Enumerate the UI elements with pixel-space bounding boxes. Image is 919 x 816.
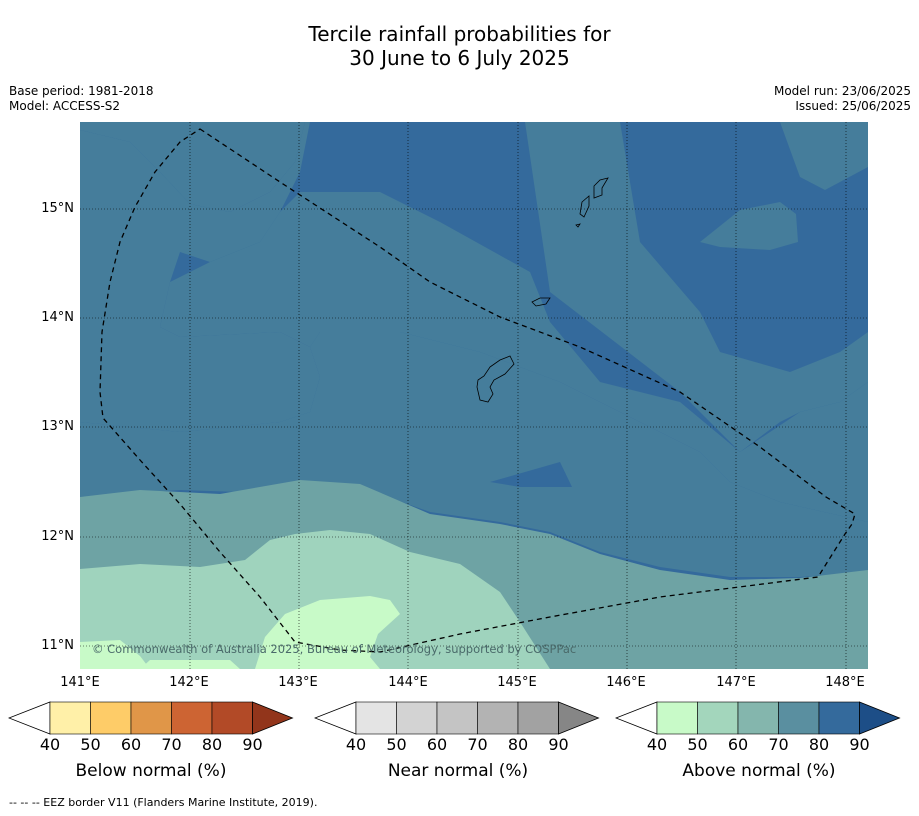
meta-left: Base period: 1981-2018 Model: ACCESS-S2	[9, 84, 154, 114]
colorbar-segment	[818, 701, 860, 735]
zone-above-70-north	[80, 122, 305, 212]
colorbar-tick-label: 90	[849, 735, 870, 754]
probability-map: © Commonwealth of Australia 2025, Bureau…	[80, 122, 868, 669]
lon-label-142e: 142°E	[169, 675, 209, 690]
colorbar-above-normal	[615, 701, 901, 735]
colorbar-segment	[171, 701, 213, 735]
lon-label-148e: 148°E	[825, 675, 865, 690]
colorbar-segment	[517, 701, 559, 735]
colorbar-segment	[396, 701, 438, 735]
colorbar-extend-high	[859, 701, 901, 735]
island-rota	[531, 297, 551, 307]
colorbar-title-below: Below normal (%)	[75, 761, 227, 781]
zone-above-40-south2	[140, 660, 240, 669]
lon-label-145e: 145°E	[497, 675, 537, 690]
colorbar-segment	[355, 701, 397, 735]
islands	[476, 177, 609, 403]
colorbar-extend-high	[252, 701, 294, 735]
colorbar-tick-label: 40	[39, 735, 61, 754]
meta-right: Model run: 23/06/2025 Issued: 25/06/2025	[774, 84, 911, 114]
colorbar-tick-label: 60	[426, 735, 448, 754]
copyright-notice: © Commonwealth of Australia 2025, Bureau…	[92, 642, 576, 656]
colorbar-extend-low	[314, 701, 357, 735]
colorbar-segment	[697, 701, 739, 735]
colorbar-segment	[436, 701, 478, 735]
colorbar-segment	[211, 701, 253, 735]
title-line-1: Tercile rainfall probabilities for	[308, 22, 611, 46]
title-line-2: 30 June to 6 July 2025	[349, 46, 570, 70]
colorbar-tick-label: 70	[768, 735, 789, 754]
colorbar-tick-label: 50	[80, 735, 101, 754]
colorbar-title-above: Above normal (%)	[682, 761, 836, 781]
model-name: Model: ACCESS-S2	[9, 99, 121, 113]
lat-label-13n: 13°N	[41, 419, 74, 434]
zone-above-70-east-top	[525, 122, 868, 452]
colorbar-tick-label: 60	[120, 735, 142, 754]
colorbar-below-normal	[8, 701, 294, 735]
colorbar-segment	[90, 701, 132, 735]
lat-label-14n: 14°N	[41, 310, 74, 325]
island-aguijan	[575, 223, 581, 228]
colorbar-extend-low	[8, 701, 51, 735]
colorbar-tick-label: 60	[727, 735, 749, 754]
colorbar-tick-label: 50	[386, 735, 407, 754]
map-title: Tercile rainfall probabilities for 30 Ju…	[0, 22, 919, 70]
colorbar-segment	[737, 701, 779, 735]
base-period: Base period: 1981-2018	[9, 84, 154, 98]
lon-label-147e: 147°E	[716, 675, 756, 690]
lat-label-12n: 12°N	[41, 529, 74, 544]
eez-footnote: -- -- -- EEZ border V11 (Flanders Marine…	[9, 796, 318, 809]
colorbar-near-normal	[314, 701, 600, 735]
zone-above-70-central	[160, 192, 868, 522]
colorbar-tick-label: 50	[687, 735, 708, 754]
lat-label-11n: 11°N	[41, 638, 74, 653]
zone-above-70-main	[80, 122, 320, 432]
colorbar-segment	[49, 701, 91, 735]
colorbar-tick-label: 80	[808, 735, 830, 754]
lon-label-141e: 141°E	[60, 675, 100, 690]
zone-above-40-south	[80, 640, 150, 669]
zone-above-80-patch	[490, 462, 572, 487]
zone-above-50	[80, 530, 550, 669]
colorbar-tick-label: 40	[646, 735, 668, 754]
colorbar-tick-label: 80	[201, 735, 223, 754]
zone-above-70-island	[700, 202, 798, 250]
graticule	[80, 122, 868, 669]
colorbar-tick-label: 90	[548, 735, 569, 754]
zone-above-70-south	[80, 332, 868, 577]
colorbar-segment	[477, 701, 519, 735]
colorbar-tick-label: 70	[467, 735, 488, 754]
colorbar-segment	[130, 701, 172, 735]
island-guam	[476, 355, 515, 403]
lat-label-15n: 15°N	[41, 201, 74, 216]
model-run: Model run: 23/06/2025	[773, 84, 911, 98]
colorbar-title-near: Near normal (%)	[387, 761, 529, 781]
colorbar-extend-low	[615, 701, 658, 735]
colorbar-tick-label: 90	[242, 735, 263, 754]
island-saipan	[593, 177, 609, 199]
colorbar-tick-label: 80	[507, 735, 529, 754]
colorbar-extend-high	[558, 701, 600, 735]
colorbar-segment	[778, 701, 820, 735]
lon-label-144e: 144°E	[388, 675, 428, 690]
colorbar-tick-label: 70	[161, 735, 182, 754]
island-tinian	[579, 195, 590, 218]
lon-label-146e: 146°E	[606, 675, 646, 690]
colorbar-tick-label: 40	[345, 735, 367, 754]
lon-label-143e: 143°E	[278, 675, 318, 690]
issued-date: Issued: 25/06/2025	[795, 99, 911, 113]
colorbar-segment	[656, 701, 698, 735]
